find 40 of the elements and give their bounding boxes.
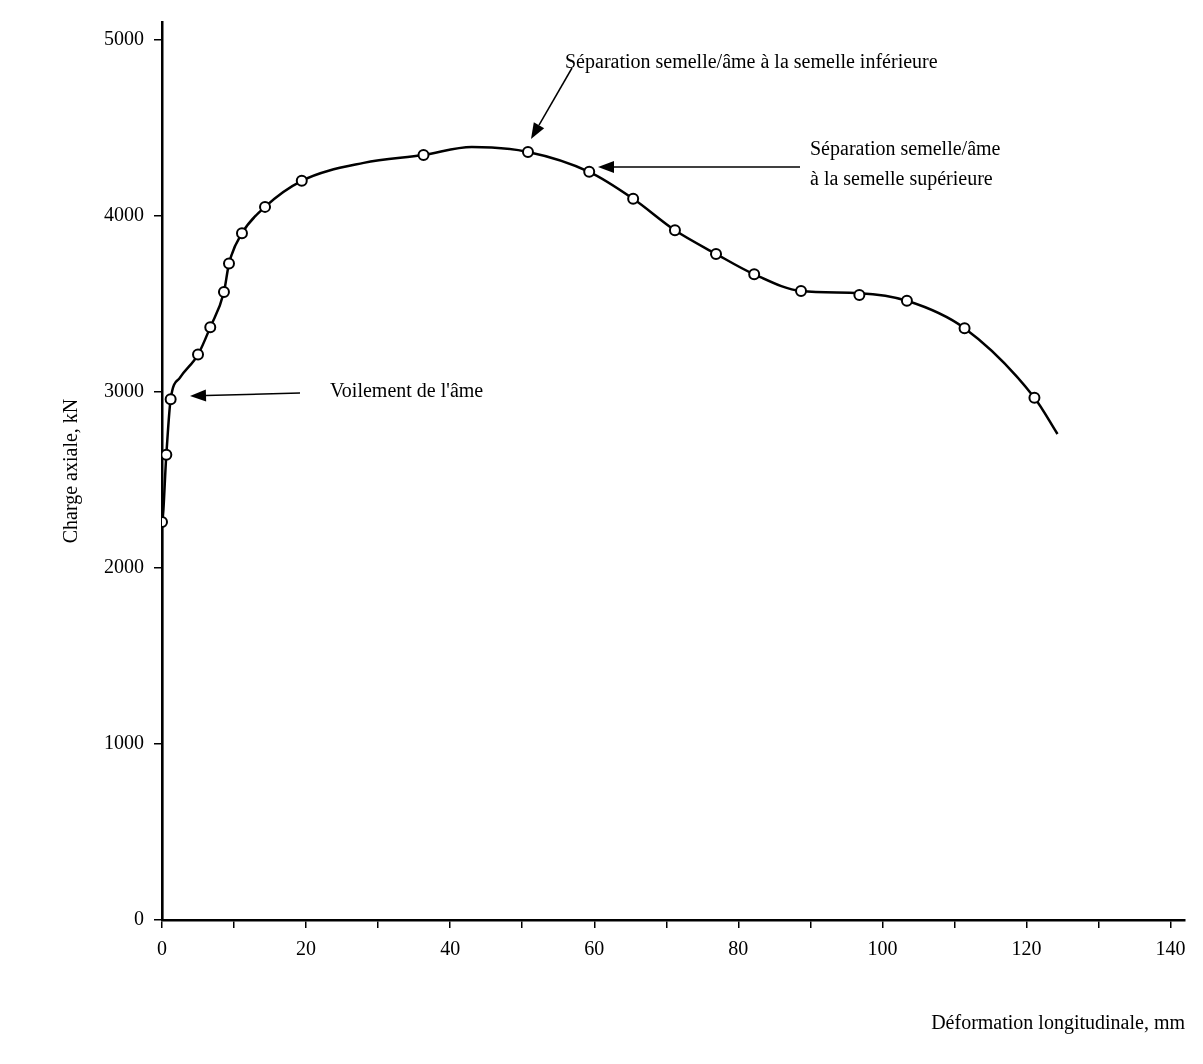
y-tick-label: 4000	[104, 202, 144, 225]
x-tick-label: 20	[296, 937, 317, 960]
y-tick-label: 3000	[104, 379, 144, 402]
point	[748, 268, 761, 281]
y-tick-label: 0	[134, 907, 144, 930]
y-axis-title: Charge axiale, kN	[59, 398, 83, 544]
point	[295, 174, 308, 187]
x-tick-label: 60	[584, 937, 605, 960]
point	[192, 348, 205, 361]
point	[900, 294, 913, 307]
point	[521, 145, 534, 158]
annotation: Séparation semelle/âme à la semelle supérieure	[810, 137, 1001, 191]
annotation: Séparation semelle/âme à la semelle inférieure	[565, 50, 938, 74]
point	[162, 448, 173, 461]
point	[710, 247, 723, 260]
point	[958, 322, 971, 335]
point	[259, 200, 272, 213]
point	[795, 285, 808, 298]
point	[668, 224, 681, 237]
point	[217, 285, 230, 298]
point	[235, 227, 248, 240]
annotation: Voilement de l'âme	[330, 379, 484, 402]
x-tick-label: 120	[1011, 937, 1042, 960]
point	[164, 393, 177, 406]
x-tick-label: 40	[440, 937, 461, 960]
y-tick-label: 5000	[104, 26, 144, 49]
x-tick-label: 0	[157, 937, 167, 960]
point	[583, 165, 596, 178]
y-tick-label: 1000	[104, 731, 144, 754]
y-tick-label: 2000	[104, 555, 144, 578]
point	[223, 257, 235, 270]
point	[627, 192, 640, 205]
point	[204, 321, 217, 334]
x-tick-label: 140	[1155, 937, 1186, 960]
point	[417, 148, 430, 161]
point	[853, 288, 866, 301]
x-tick-label: 80	[728, 937, 749, 960]
x-axis-title: Déformation longitudinale, mm	[931, 1011, 1186, 1035]
x-tick-label: 100	[867, 937, 898, 960]
point	[1028, 391, 1041, 404]
